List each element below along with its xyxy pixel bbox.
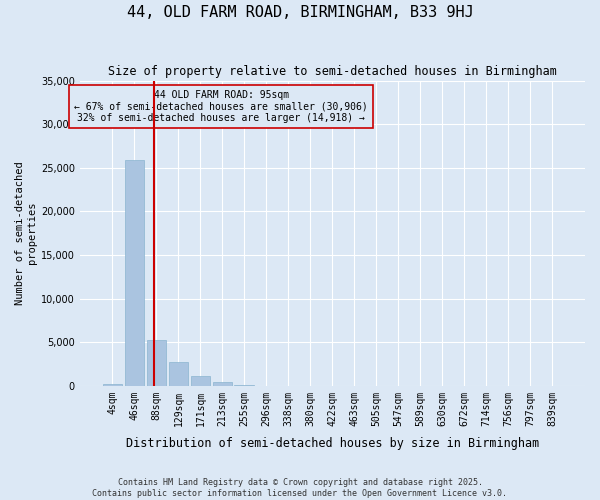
Bar <box>191 376 211 386</box>
Text: 44, OLD FARM ROAD, BIRMINGHAM, B33 9HJ: 44, OLD FARM ROAD, BIRMINGHAM, B33 9HJ <box>127 5 473 20</box>
Text: 44 OLD FARM ROAD: 95sqm
← 67% of semi-detached houses are smaller (30,906)
32% o: 44 OLD FARM ROAD: 95sqm ← 67% of semi-de… <box>74 90 368 123</box>
Bar <box>103 384 122 386</box>
X-axis label: Distribution of semi-detached houses by size in Birmingham: Distribution of semi-detached houses by … <box>125 437 539 450</box>
Text: Contains HM Land Registry data © Crown copyright and database right 2025.
Contai: Contains HM Land Registry data © Crown c… <box>92 478 508 498</box>
Title: Size of property relative to semi-detached houses in Birmingham: Size of property relative to semi-detach… <box>108 65 557 78</box>
Bar <box>146 340 166 386</box>
Y-axis label: Number of semi-detached
properties: Number of semi-detached properties <box>15 162 37 305</box>
Bar <box>212 382 232 386</box>
Bar <box>125 160 145 386</box>
Bar <box>169 362 188 386</box>
